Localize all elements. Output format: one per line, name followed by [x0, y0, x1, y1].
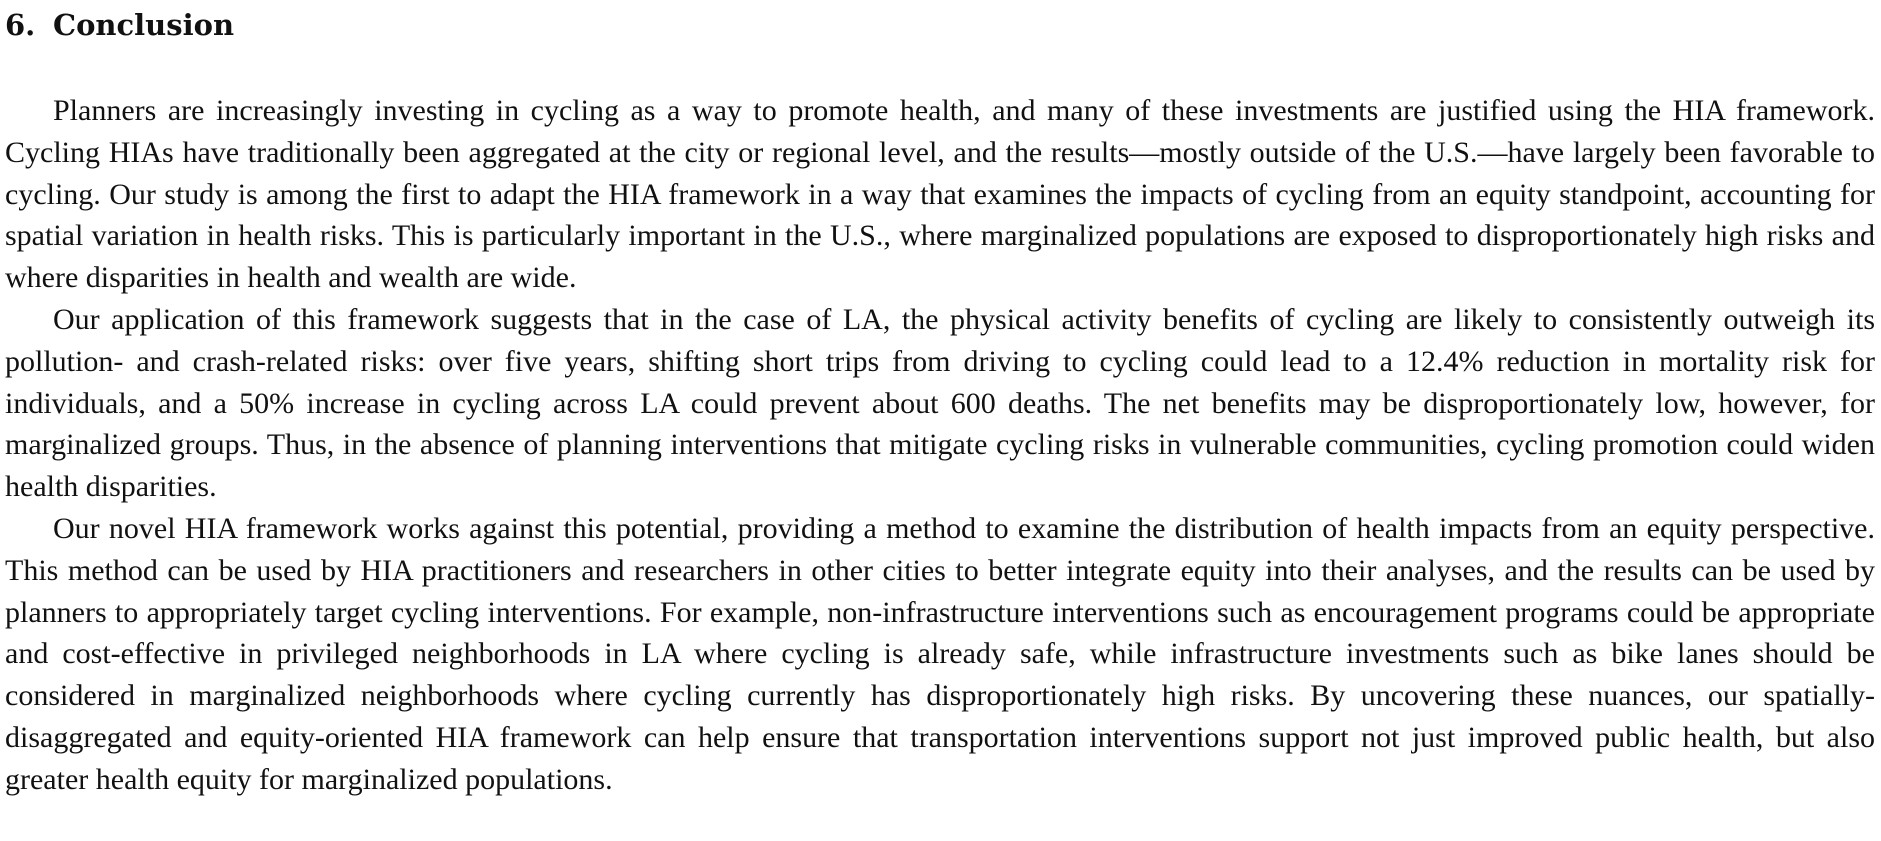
section-number: 6. — [5, 8, 36, 42]
section-heading: 6. Conclusion — [5, 0, 1875, 42]
document-page: 6. Conclusion Planners are increasingly i… — [5, 0, 1875, 796]
section-body: Planners are increasingly investing in c… — [5, 90, 1875, 801]
section-title: Conclusion — [53, 8, 235, 42]
paragraph-1: Planners are increasingly investing in c… — [5, 94, 1875, 295]
paragraph-2: Our application of this framework sugges… — [5, 302, 1875, 504]
paragraph-3: Our novel HIA framework works against th… — [5, 511, 1875, 796]
